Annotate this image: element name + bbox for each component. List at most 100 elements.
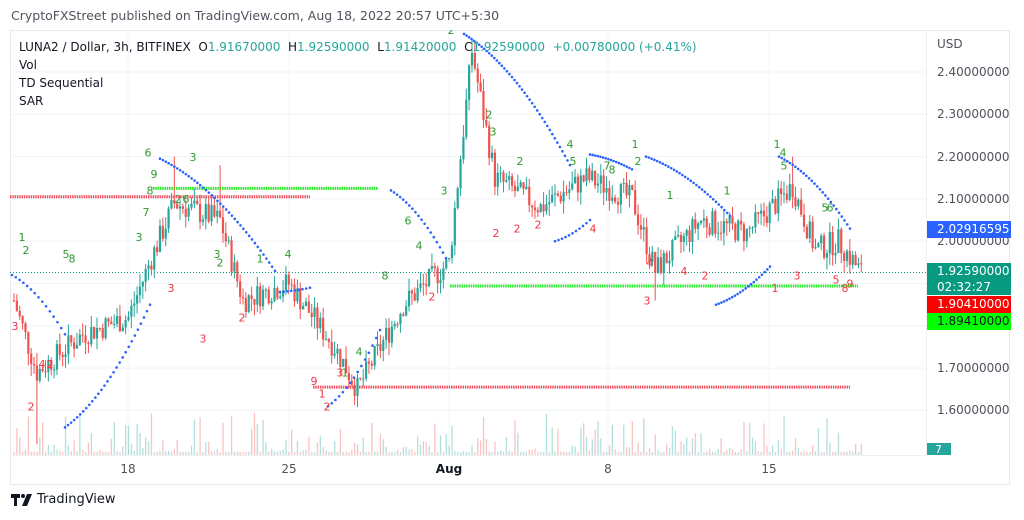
sar-price-value: 2.02916595 <box>937 222 1010 236</box>
svg-text:4: 4 <box>39 358 46 371</box>
last-price-tag: 1.92590000 02:32:27 <box>927 263 1011 295</box>
change-value: +0.00780000 (+0.41%) <box>552 40 697 54</box>
svg-text:1: 1 <box>724 185 731 198</box>
price-tick: 2.30000000 <box>937 107 1010 121</box>
svg-text:2: 2 <box>239 312 246 325</box>
svg-text:1: 1 <box>319 388 326 401</box>
price-tick: 1.70000000 <box>937 361 1010 375</box>
low-label: L <box>377 40 384 54</box>
time-tick: 8 <box>604 462 612 476</box>
svg-text:6: 6 <box>145 147 152 160</box>
svg-text:3: 3 <box>794 269 801 282</box>
high-label: H <box>288 40 298 54</box>
time-tick: 15 <box>761 462 777 476</box>
svg-text:4: 4 <box>647 257 654 270</box>
red-level-tag: 1.90410000 <box>927 296 1011 313</box>
svg-text:4: 4 <box>590 223 597 236</box>
indicator-td-sequential[interactable]: TD Sequential <box>19 76 104 90</box>
time-tick: Aug <box>435 462 463 476</box>
svg-text:1: 1 <box>19 231 26 244</box>
svg-text:9: 9 <box>151 168 158 181</box>
svg-text:2: 2 <box>514 223 521 236</box>
svg-text:8: 8 <box>382 269 389 282</box>
svg-text:2: 2 <box>448 30 455 37</box>
symbol-title[interactable]: LUNA2 / Dollar, 3h, BITFINEX <box>19 40 191 54</box>
svg-text:3: 3 <box>644 295 651 308</box>
svg-text:1: 1 <box>774 138 781 151</box>
svg-text:1: 1 <box>257 252 264 265</box>
svg-text:3: 3 <box>12 320 19 333</box>
svg-text:3: 3 <box>168 282 175 295</box>
svg-text:2: 2 <box>535 219 542 232</box>
time-tick: 25 <box>281 462 297 476</box>
svg-text:5: 5 <box>781 159 788 172</box>
svg-text:7: 7 <box>604 159 611 172</box>
svg-text:2: 2 <box>324 400 331 413</box>
svg-text:3: 3 <box>214 248 221 261</box>
svg-text:7: 7 <box>143 206 150 219</box>
time-axis[interactable]: 18 25 Aug 8 15 <box>10 455 926 485</box>
svg-text:3: 3 <box>190 151 197 164</box>
svg-text:6: 6 <box>183 193 190 206</box>
red-level-value: 1.90410000 <box>937 297 1010 311</box>
price-tick: 2.20000000 <box>937 150 1010 164</box>
svg-text:5: 5 <box>63 248 70 261</box>
volume-value: 7 <box>935 443 942 455</box>
price-tick: 2.10000000 <box>937 192 1010 206</box>
svg-text:2: 2 <box>23 244 30 257</box>
svg-text:4: 4 <box>567 138 574 151</box>
svg-text:2: 2 <box>493 227 500 240</box>
high-value: 1.92590000 <box>297 40 370 54</box>
svg-text:8: 8 <box>69 252 76 265</box>
svg-text:4: 4 <box>416 240 423 253</box>
publisher-line: CryptoFXStreet published on TradingView.… <box>11 8 500 23</box>
tradingview-logo[interactable]: TradingView <box>11 492 116 507</box>
indicator-sar[interactable]: SAR <box>19 94 44 108</box>
svg-text:6: 6 <box>827 202 834 215</box>
svg-text:2: 2 <box>635 155 642 168</box>
time-tick: 18 <box>120 462 136 476</box>
svg-text:2: 2 <box>702 269 709 282</box>
close-label: C <box>464 40 473 54</box>
price-tick: 1.60000000 <box>937 403 1010 417</box>
svg-text:9: 9 <box>311 375 318 388</box>
svg-text:5: 5 <box>833 274 840 287</box>
open-label: O <box>198 40 208 54</box>
svg-text:5: 5 <box>570 155 577 168</box>
svg-text:2: 2 <box>429 290 436 303</box>
tradingview-logo-icon <box>11 493 32 506</box>
svg-text:4: 4 <box>780 147 787 160</box>
svg-text:3: 3 <box>136 231 143 244</box>
close-value: 1.92590000 <box>472 40 545 54</box>
svg-text:9: 9 <box>847 278 854 291</box>
indicator-vol[interactable]: Vol <box>19 58 37 72</box>
price-tick: 2.40000000 <box>937 65 1010 79</box>
tradingview-brand: TradingView <box>37 492 116 507</box>
ohlc-row: LUNA2 / Dollar, 3h, BITFINEX O1.91670000… <box>19 38 697 56</box>
volume-tag: 7 <box>927 443 951 455</box>
low-value: 1.91420000 <box>383 40 457 54</box>
svg-text:3: 3 <box>441 185 448 198</box>
svg-text:1: 1 <box>342 367 349 380</box>
svg-text:8: 8 <box>609 164 616 177</box>
svg-text:2: 2 <box>47 358 54 371</box>
bar-countdown: 02:32:27 <box>937 280 991 294</box>
green-level-value: 1.89410000 <box>937 314 1010 328</box>
svg-text:1: 1 <box>632 138 639 151</box>
svg-text:2: 2 <box>175 193 182 206</box>
open-value: 1.91670000 <box>207 40 281 54</box>
svg-text:3: 3 <box>490 125 497 138</box>
svg-text:3: 3 <box>337 367 344 380</box>
svg-text:5: 5 <box>822 202 829 215</box>
svg-text:8: 8 <box>842 282 849 295</box>
green-level-tag: 1.89410000 <box>927 313 1011 330</box>
price-axis[interactable]: USD 2.40000000 2.30000000 2.20000000 2.1… <box>926 30 1011 455</box>
svg-text:4: 4 <box>356 345 363 358</box>
svg-text:4: 4 <box>681 265 688 278</box>
svg-text:1: 1 <box>667 189 674 202</box>
sar-price-tag: 2.02916595 <box>927 221 1011 238</box>
svg-text:8: 8 <box>147 185 154 198</box>
currency-label: USD <box>937 37 963 51</box>
